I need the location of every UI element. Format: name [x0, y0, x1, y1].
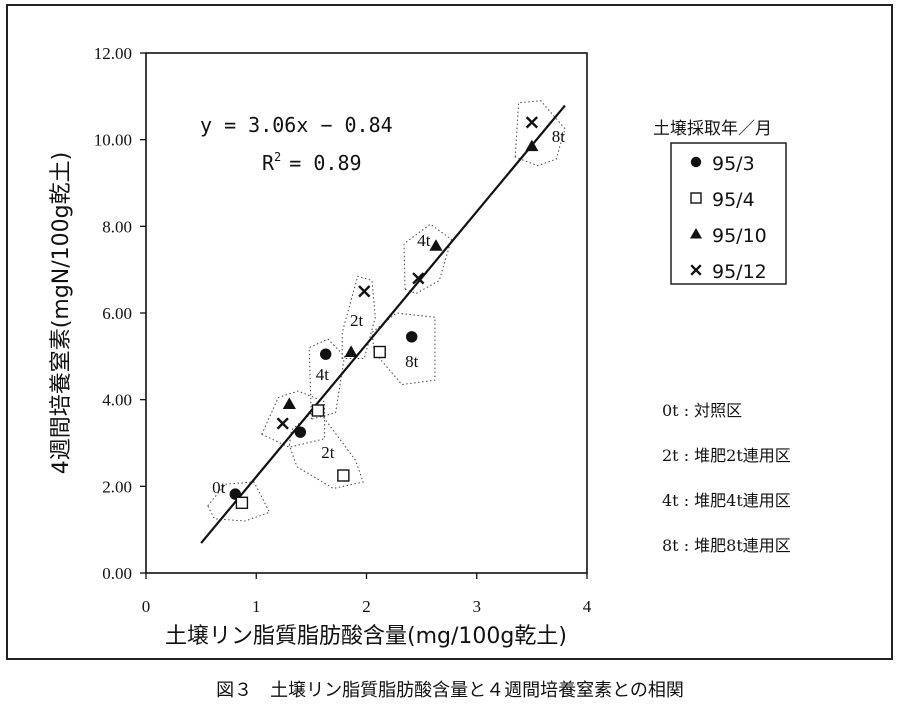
y-tick-label: 10.00 [94, 131, 132, 150]
group-label: 8t [552, 127, 566, 146]
group-label: 2t [350, 311, 364, 330]
treatment-key-item: 2t : 堆肥2t連用区 [662, 446, 791, 465]
y-axis-title: 4週間培養窒素(mgN/100g乾土) [49, 152, 74, 474]
r-squared: R2 = 0.89 [262, 150, 362, 175]
treatment-key-item: 0t : 対照区 [662, 401, 742, 420]
cross-stroke [276, 417, 289, 430]
treatment-key-item: 8t : 堆肥8t連用区 [662, 536, 791, 555]
axis-ticks: 0.00 2.00 4.00 6.00 8.00 10.00 12.00 0 1 2 3 4 [94, 44, 592, 616]
legend-marker-circle [690, 156, 702, 168]
legend-label: 95/12 [712, 261, 767, 283]
legend-box [670, 142, 787, 285]
group-label: 4t [417, 231, 431, 250]
group-label: 8t [405, 352, 419, 371]
point-cross [412, 272, 425, 285]
group-outline [514, 100, 566, 167]
group-label: 0t [212, 478, 226, 497]
point-triangle [429, 239, 443, 251]
cross-stroke [690, 264, 702, 276]
regression-equation: y = 3.06x − 0.84 [200, 113, 393, 137]
group-outline [308, 338, 346, 420]
point-triangle [525, 139, 539, 152]
legend-marker-square [690, 192, 702, 204]
y-tick-label: 4.00 [102, 391, 132, 410]
y-tick-label: 8.00 [102, 217, 132, 236]
group-label: 4t [316, 365, 330, 384]
x-tick-label: 4 [583, 597, 592, 616]
cross-stroke [412, 272, 425, 285]
regression-line [200, 104, 566, 544]
figure-frame [6, 4, 893, 660]
x-axis-title: 土壌リン脂質脂肪酸含量(mg/100g乾土) [165, 624, 567, 649]
point-cross [358, 285, 371, 298]
legend-marker-cross [690, 264, 702, 276]
group-outlines [207, 100, 566, 522]
point-circle [405, 331, 418, 343]
group-label: 2t [321, 443, 335, 462]
y-tick-label: 12.00 [94, 44, 132, 63]
point-triangle [282, 397, 296, 409]
legend-title: 土壌採取年／月 [653, 119, 772, 139]
regression-line-group [200, 104, 566, 544]
point-circle [319, 348, 332, 360]
legend-label: 95/10 [712, 225, 767, 247]
point-cross [276, 417, 289, 430]
point-triangle [344, 345, 358, 357]
point-square [235, 496, 249, 509]
point-square [373, 345, 386, 359]
group-labels: 0t 4t 2t 8t 2t 4t 8t [212, 127, 565, 497]
cross-stroke [358, 285, 371, 298]
treatment-key: 0t : 対照区 2t : 堆肥2t連用区 4t : 堆肥4t連用区 8t : 堆肥8… [662, 401, 791, 555]
legend-marker-triangle [690, 228, 702, 239]
x-tick-label: 3 [473, 597, 482, 616]
group-outline [288, 407, 364, 490]
point-cross [525, 116, 539, 129]
treatment-key-item: 4t : 堆肥4t連用区 [662, 491, 791, 510]
data-points [229, 116, 539, 509]
x-tick-label: 0 [142, 597, 151, 616]
point-square [311, 404, 325, 417]
y-tick-label: 2.00 [102, 477, 132, 496]
legend: 95/3 95/4 95/10 95/12 [690, 153, 767, 283]
point-circle [294, 426, 307, 438]
group-outline [261, 390, 326, 448]
point-square [337, 469, 350, 482]
legend-label: 95/4 [712, 189, 755, 211]
y-tick-label: 0.00 [102, 564, 132, 583]
x-tick-label: 2 [362, 597, 371, 616]
cross-stroke [525, 116, 539, 129]
group-outline [403, 223, 452, 295]
y-tick-label: 6.00 [102, 304, 132, 323]
x-tick-label: 1 [252, 597, 261, 616]
legend-label: 95/3 [712, 153, 755, 175]
figure-caption: 図３ 土壌リン脂質脂肪酸含量と４週間培養窒素との相関 [216, 680, 684, 701]
